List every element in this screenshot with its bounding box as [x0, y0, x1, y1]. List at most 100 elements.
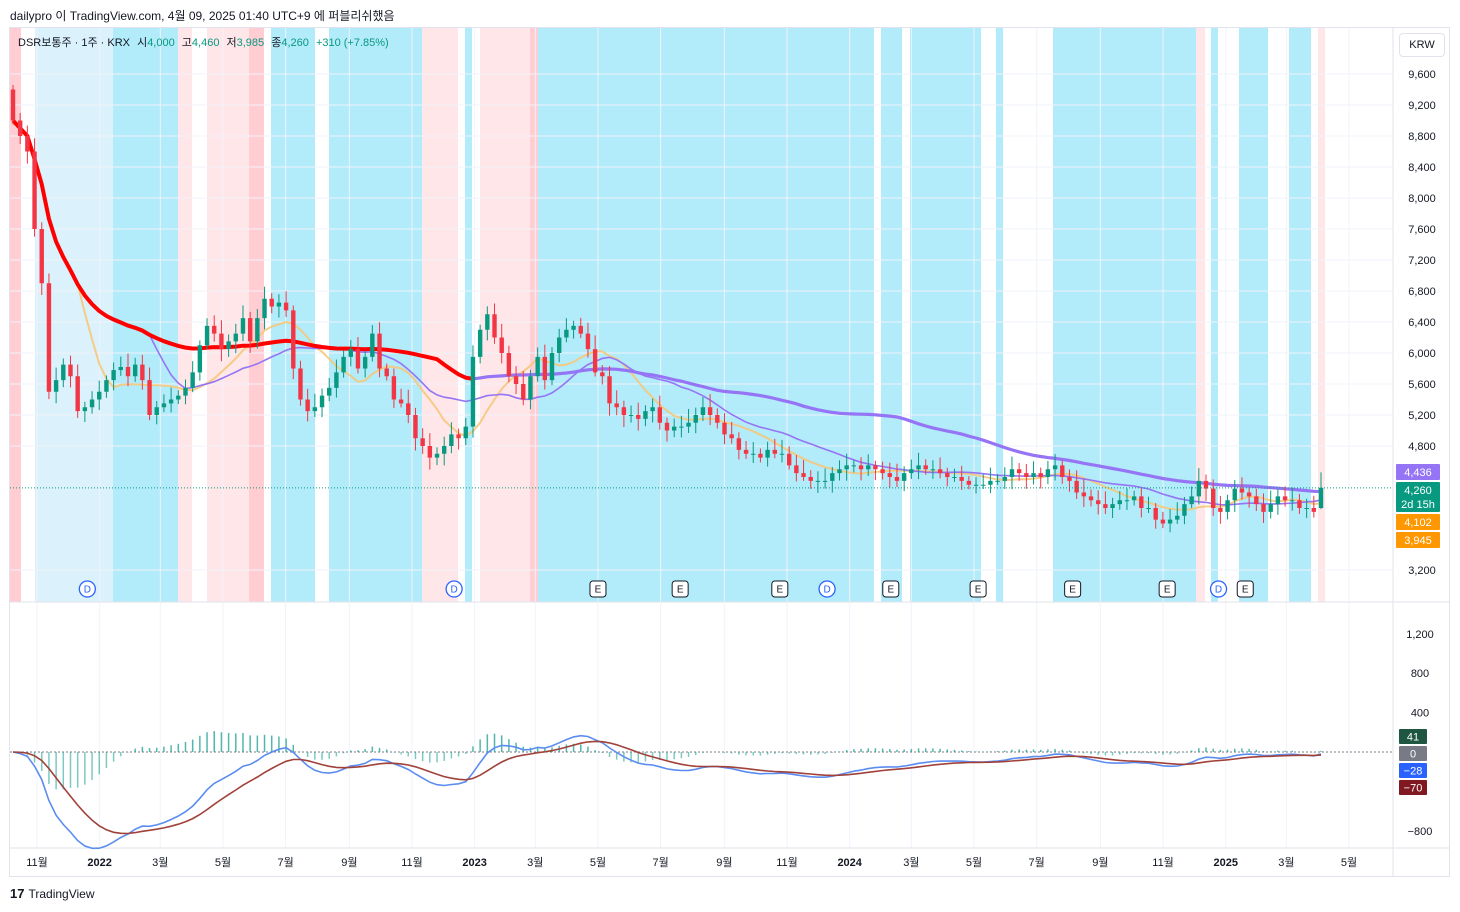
candle-body: [1239, 488, 1245, 493]
candle-body: [585, 333, 591, 350]
price-tick-label: 7,200: [1408, 255, 1436, 267]
candle-body: [844, 465, 849, 470]
candle-body: [873, 465, 878, 470]
candle-body: [592, 349, 598, 373]
candle-body: [1290, 500, 1295, 502]
candle-body: [492, 314, 497, 338]
candle-body: [1009, 469, 1015, 477]
dividend-icon: [818, 580, 836, 598]
candle-body: [1282, 496, 1288, 501]
price-tick-label: 7,600: [1408, 224, 1436, 236]
chart-frame: [9, 27, 1450, 877]
candle-body: [147, 380, 152, 415]
earnings-marker[interactable]: E: [771, 580, 789, 598]
candle-body: [1268, 504, 1273, 512]
earnings-icon: [671, 580, 689, 598]
price-tick-label: 5,600: [1408, 379, 1436, 391]
grid-lines: [10, 28, 1450, 877]
earnings-icon: [771, 580, 789, 598]
candle-body: [966, 480, 972, 485]
macd-tick-label: 800: [1411, 668, 1429, 680]
macd-tick-label: −800: [1408, 826, 1433, 838]
zone-band: [881, 28, 902, 602]
macd-value-tag: 0: [1399, 746, 1427, 761]
price-tags: 4,436 4,260 2d 15h 4,102 3,945 41 0 −28 −70: [1396, 464, 1440, 795]
ma-mid-line: [12, 119, 1322, 506]
earnings-marker[interactable]: E: [671, 580, 689, 598]
candle-body: [10, 89, 16, 121]
dividend-marker[interactable]: D: [818, 580, 836, 598]
candle-body: [1067, 477, 1072, 481]
candle-body: [1167, 519, 1173, 524]
candle-body: [413, 415, 418, 439]
dividend-icon: [1209, 580, 1228, 598]
candle-body: [981, 484, 986, 486]
candle-body: [327, 387, 332, 396]
candle-body: [909, 469, 914, 474]
candle-body: [772, 449, 778, 454]
candle-body: [549, 353, 555, 381]
candle-body: [190, 372, 195, 388]
time-tick-label: 3월: [152, 856, 168, 869]
price-tick-label: 9,600: [1408, 69, 1436, 81]
candle-body: [17, 120, 23, 136]
candle-body: [154, 407, 159, 415]
zone-band: [996, 28, 1003, 602]
symbol-name[interactable]: DSR보통주 · 1주 · KRX: [18, 37, 130, 49]
candle-body: [542, 356, 548, 381]
candle-body: [1024, 473, 1029, 477]
candle-body: [197, 345, 203, 373]
candle-body: [607, 376, 612, 404]
price-tag: 4,260 2d 15h: [1396, 482, 1440, 512]
macd-value-tag: 41: [1399, 729, 1427, 744]
zone-band: [1053, 28, 1196, 602]
candle-body: [887, 473, 892, 477]
zone-band: [329, 28, 422, 602]
candle-body: [1246, 492, 1252, 497]
zone-band: [1211, 28, 1218, 602]
currency-button[interactable]: KRW: [1399, 33, 1445, 57]
dividend-marker[interactable]: D: [445, 580, 463, 598]
background-zones: [10, 28, 1325, 602]
event-label: D: [451, 585, 458, 596]
event-label: D: [1215, 585, 1222, 596]
candle-body: [952, 477, 957, 478]
price-tick-label: 6,400: [1408, 317, 1436, 329]
zone-band: [207, 28, 249, 602]
candle-body: [168, 399, 174, 404]
earnings-marker[interactable]: E: [1064, 580, 1082, 598]
zone-band: [422, 28, 458, 602]
candle-body: [729, 434, 734, 439]
candle-body: [1189, 496, 1194, 505]
macd-tag-value: 41: [1407, 732, 1419, 744]
earnings-marker[interactable]: E: [589, 580, 607, 598]
time-tick-label: 5월: [966, 856, 982, 869]
candle-body: [111, 370, 116, 381]
earnings-marker[interactable]: E: [1236, 580, 1254, 598]
earnings-marker[interactable]: E: [882, 580, 900, 598]
candle-body: [1016, 469, 1022, 474]
candle-body: [636, 415, 641, 419]
tradingview-logo[interactable]: 17 TradingView: [10, 886, 95, 901]
candle-body: [262, 298, 267, 319]
time-tick-label: 3월: [1278, 856, 1294, 869]
candle-body: [276, 302, 282, 307]
price-tag-bg: [1396, 514, 1440, 530]
earnings-icon: [1236, 580, 1254, 598]
candle-body: [370, 333, 375, 357]
candle-body: [1088, 496, 1094, 501]
earnings-marker[interactable]: E: [1158, 580, 1176, 598]
macd-tag-value: −70: [1404, 783, 1423, 795]
zone-band: [1196, 28, 1205, 602]
signal-line: [12, 740, 1322, 835]
candle-body: [89, 399, 95, 408]
dividend-marker[interactable]: D: [1209, 580, 1228, 598]
zone-band: [465, 28, 472, 602]
dividend-marker[interactable]: D: [78, 580, 96, 598]
earnings-marker[interactable]: E: [969, 580, 987, 598]
price-tag-bg: [1396, 464, 1440, 480]
candle-body: [945, 473, 950, 477]
candle-body: [53, 380, 59, 392]
candle-body: [247, 318, 253, 342]
